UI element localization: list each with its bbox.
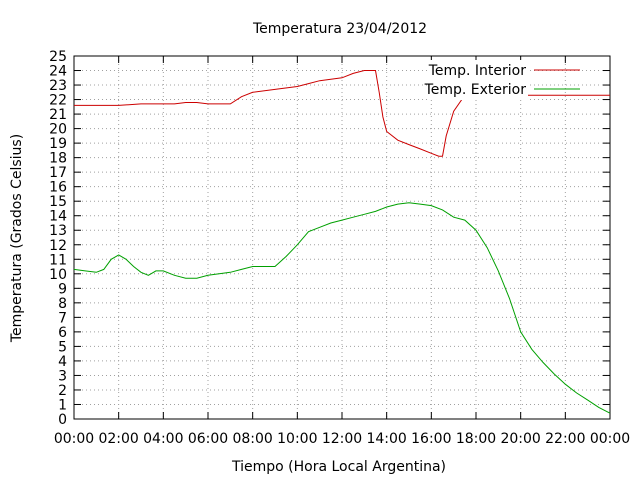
y-tick-label: 12 (49, 238, 67, 254)
y-tick-label: 4 (58, 354, 67, 370)
x-tick-label: 00:00 (54, 431, 94, 447)
x-tick-label: 08:00 (232, 431, 272, 447)
legend-background (428, 60, 528, 100)
y-tick-label: 6 (58, 325, 67, 341)
y-tick-label: 2 (58, 383, 67, 399)
y-tick-label: 16 (49, 180, 67, 196)
x-tick-label: 12:00 (322, 431, 362, 447)
y-tick-label: 11 (49, 252, 67, 268)
y-tick-label: 5 (58, 339, 67, 355)
x-tick-label: 16:00 (411, 431, 451, 447)
legend-label-interior: Temp. Interior (428, 63, 527, 79)
y-tick-label: 19 (49, 136, 67, 152)
x-tick-label: 04:00 (143, 431, 183, 447)
x-tick-label: 02:00 (98, 431, 138, 447)
series-line-exterior (73, 202, 611, 414)
y-tick-label: 21 (49, 107, 67, 123)
y-tick-label: 1 (58, 397, 67, 413)
x-tick-label: 18:00 (456, 431, 496, 447)
y-tick-label: 18 (49, 151, 67, 167)
y-tick-label: 9 (58, 281, 67, 297)
x-axis-label: Tiempo (Hora Local Argentina) (231, 459, 446, 475)
chart-title: Temperatura 23/04/2012 (252, 21, 427, 37)
y-tick-label: 22 (49, 93, 67, 109)
y-tick-label: 20 (49, 122, 67, 138)
x-tick-label: 06:00 (188, 431, 228, 447)
y-tick-label: 8 (58, 296, 67, 312)
y-tick-label: 7 (58, 310, 67, 326)
y-tick-label: 14 (49, 209, 67, 225)
y-tick-label: 24 (49, 64, 67, 80)
legend: Temp. Interior Temp. Exterior (424, 60, 580, 100)
grid-lines (74, 56, 610, 419)
x-axis: 00:00 02:00 04:00 06:00 08:00 10:00 12:00 14:00… (54, 56, 630, 447)
y-tick-label: 13 (49, 223, 67, 239)
series-layer (73, 70, 611, 414)
x-tick-label: 00:00 (590, 431, 630, 447)
y-tick-label: 23 (49, 78, 67, 94)
x-tick-label: 10:00 (277, 431, 317, 447)
y-tick-label: 15 (49, 194, 67, 210)
y-tick-label: 3 (58, 368, 67, 384)
x-tick-label: 22:00 (545, 431, 585, 447)
y-axis-label: Temperatura (Grados Celsius) (9, 134, 25, 343)
x-tick-label: 20:00 (500, 431, 540, 447)
y-tick-label: 17 (49, 165, 67, 181)
y-tick-label: 10 (49, 267, 67, 283)
y-tick-label: 25 (49, 49, 67, 65)
y-tick-label: 0 (58, 412, 67, 428)
legend-label-exterior: Temp. Exterior (424, 82, 527, 98)
x-tick-label: 14:00 (366, 431, 406, 447)
y-axis: 0123456789101112131415161718192021222324… (49, 49, 610, 428)
